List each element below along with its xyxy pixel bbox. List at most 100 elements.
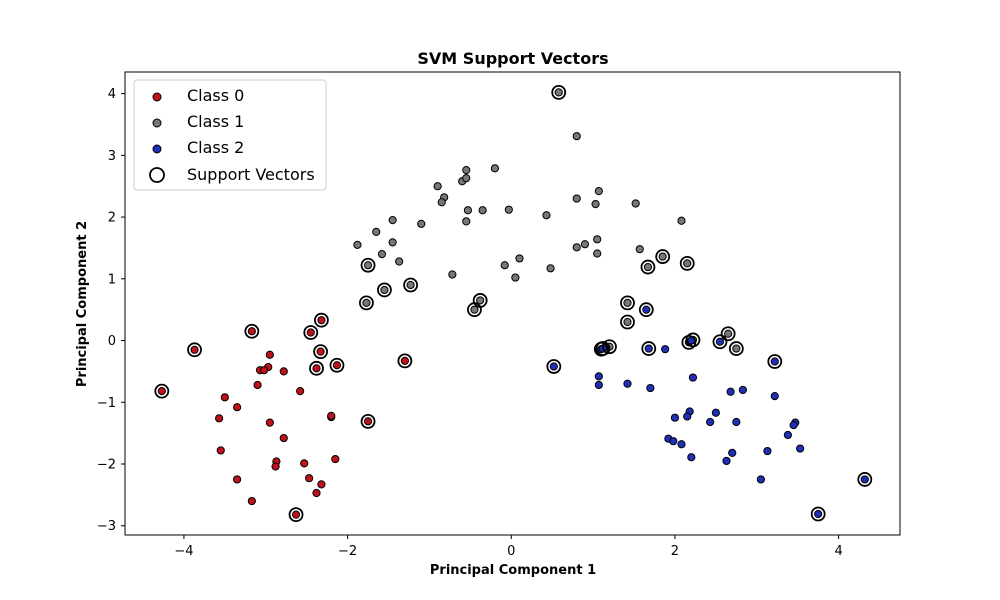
data-point (623, 298, 632, 307)
data-point (511, 273, 520, 282)
y-tick-label: −3 (97, 519, 116, 534)
data-point (591, 200, 600, 209)
support-vector-ring (360, 257, 376, 273)
x-axis-label: Principal Component 1 (430, 563, 596, 578)
data-point (157, 387, 166, 396)
plot-frame (124, 71, 901, 536)
data-point (300, 459, 309, 468)
data-point (291, 510, 301, 519)
support-vector-ring (546, 359, 562, 374)
series-class-2 (549, 305, 869, 519)
data-point (594, 187, 603, 196)
support-vector-ring (728, 341, 744, 356)
data-point (317, 480, 326, 489)
data-point (677, 216, 686, 225)
data-point (388, 238, 397, 247)
data-point (722, 456, 731, 466)
support-vector-ring (720, 326, 736, 342)
x-tick-label: 0 (507, 544, 515, 559)
data-point (233, 403, 242, 412)
data-point (763, 446, 772, 456)
data-point (388, 216, 397, 225)
data-point (642, 305, 651, 314)
data-point (490, 164, 500, 173)
data-point (317, 316, 326, 325)
data-point (658, 252, 667, 261)
data-point (233, 475, 242, 484)
y-axis-label: Principal Component 2 (75, 221, 90, 387)
support-vector-ring (679, 255, 695, 271)
data-point (265, 418, 274, 427)
data-point (669, 437, 678, 446)
support-vector-ring (551, 84, 567, 100)
data-point (215, 414, 224, 423)
data-point (372, 227, 381, 236)
legend-marker-class-2 (152, 144, 162, 154)
y-tick-label: 4 (108, 87, 116, 102)
data-point (462, 166, 471, 175)
data-point (711, 408, 720, 417)
support-vector-ring (359, 295, 374, 311)
data-point (643, 262, 653, 272)
plot-area (154, 84, 873, 523)
axis-ticks: −4 −2 0 2 4 −3 −2 −1 0 1 2 3 4 (97, 87, 843, 559)
data-point (677, 440, 686, 449)
data-point (190, 345, 199, 354)
data-point (732, 344, 741, 353)
data-point (542, 211, 551, 220)
support-vector-ring (397, 353, 413, 369)
data-point (770, 392, 779, 401)
support-vector-ring (403, 277, 419, 293)
data-point (296, 387, 305, 396)
legend-box (133, 79, 327, 191)
data-point (476, 296, 485, 305)
support-vector-ring (595, 341, 611, 356)
data-point (549, 362, 558, 371)
data-point (305, 474, 314, 483)
support-vector-ring (767, 354, 783, 369)
support-vector-ring (641, 341, 657, 356)
data-point (433, 182, 442, 191)
data-point (732, 417, 741, 427)
legend: Class 0 Class 1 Class 2 Support Vectors (133, 79, 327, 191)
data-point (635, 245, 644, 254)
data-point (312, 364, 321, 373)
data-point (332, 361, 342, 370)
data-point (687, 453, 696, 462)
data-point (247, 496, 256, 506)
data-point (271, 462, 280, 471)
data-point (770, 357, 779, 366)
x-tick-label: −2 (338, 544, 357, 559)
support-vector-ring (360, 414, 376, 429)
support-vector-ring (288, 507, 304, 523)
data-point (406, 280, 415, 290)
y-tick-label: 0 (108, 334, 116, 349)
legend-marker-class-1 (152, 118, 162, 128)
data-point (580, 240, 590, 249)
series-class-1 (353, 88, 741, 353)
support-vector-ring (244, 323, 260, 339)
support-vector-ring (655, 249, 671, 264)
data-point (706, 417, 715, 427)
data-point (593, 235, 602, 244)
support-vector-ring (329, 357, 345, 373)
data-point (728, 448, 737, 457)
support-vector-ring (154, 383, 170, 399)
data-point (400, 356, 409, 366)
data-point (546, 264, 555, 273)
data-point (515, 254, 524, 263)
data-point (593, 249, 602, 258)
data-point (363, 417, 373, 426)
data-point (247, 327, 256, 336)
data-point (572, 243, 581, 252)
chart-title: SVM Support Vectors (417, 49, 608, 68)
data-point (646, 383, 655, 393)
data-point (463, 206, 472, 215)
data-point (353, 240, 362, 249)
support-vector-ring (467, 302, 482, 318)
data-point (377, 250, 387, 259)
data-point (688, 373, 698, 382)
data-point (860, 475, 869, 484)
support-vector-ring (620, 314, 635, 330)
y-tick-label: −2 (97, 458, 116, 473)
